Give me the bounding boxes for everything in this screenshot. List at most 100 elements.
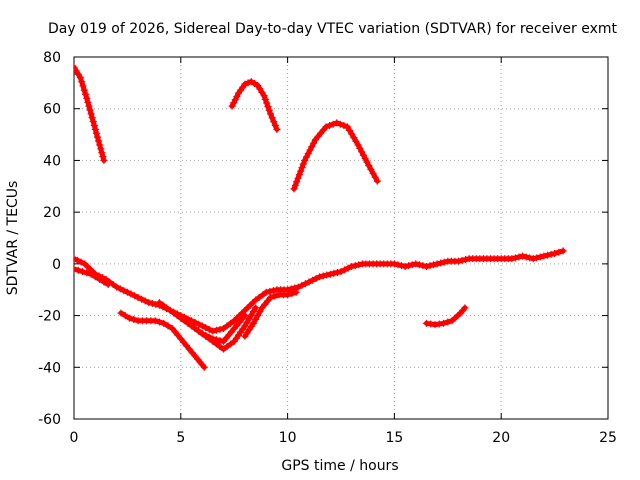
data-point [292,288,300,296]
data-point [155,299,163,307]
data-point [355,261,363,269]
data-point [284,291,292,299]
data-point [134,293,142,301]
data-point [333,119,341,127]
data-point [130,315,138,323]
x-tick-label: 25 [599,430,617,446]
data-point [319,272,327,280]
series-arc-high-2 [229,79,280,132]
data-point [79,268,87,276]
data-point [195,327,203,335]
x-axis-label: GPS time / hours [281,458,398,474]
data-point [163,304,171,312]
data-point [301,280,309,288]
data-point [97,145,105,153]
data-point [462,256,470,264]
data-point [180,317,188,325]
data-point [427,320,435,328]
plot-frame [73,56,609,420]
data-point [160,319,168,327]
data-point [326,270,334,278]
data-point [316,273,324,281]
data-point [104,281,112,289]
data-point [271,292,279,300]
data-point [440,258,448,266]
data-point [454,257,462,265]
data-point [91,125,99,133]
data-point [89,118,97,126]
data-point [326,122,334,130]
data-point [271,122,279,130]
data-point [536,253,544,261]
data-point [266,287,274,295]
data-point [92,129,100,137]
data-point [230,99,238,107]
data-point [252,296,260,304]
grid [74,57,608,419]
data-point [337,268,345,276]
x-tick-label: 0 [70,430,79,446]
data-point [74,265,78,273]
data-point [209,337,217,345]
y-tick-label: -20 [38,309,61,325]
data-point [529,255,537,263]
data-point [444,318,452,326]
data-point [352,137,360,145]
data-point [155,318,163,326]
data-point [138,295,146,303]
data-point [117,309,125,317]
data-point [267,293,275,301]
data-point [373,177,381,185]
data-point [209,327,217,335]
data-point [291,181,299,189]
data-point [223,343,231,351]
data-point [515,253,523,261]
data-point [148,300,156,308]
data-point [82,90,90,98]
data-point [84,98,92,106]
data-point [551,250,559,258]
data-point [437,259,445,267]
data-point [294,283,302,291]
x-tick-label: 5 [176,430,185,446]
data-point [458,256,466,264]
data-point [99,153,107,161]
data-point [87,270,95,278]
data-point [74,266,82,274]
data-point [202,332,210,340]
data-point [245,315,253,323]
y-tick-label: 40 [43,153,61,169]
x-tick-label: 10 [279,430,297,446]
data-point [116,285,124,293]
data-point [241,80,249,88]
data-point [270,118,278,126]
data-point [293,178,301,186]
data-point [265,106,273,114]
chart-title: Day 019 of 2026, Sidereal Day-to-day VTE… [48,21,618,37]
data-point [547,250,555,258]
data-point [267,110,275,118]
data-point [173,312,181,320]
data-point [262,288,270,296]
x-tick-label: 15 [385,430,403,446]
data-point [430,261,438,269]
data-point [305,278,313,286]
data-point [261,95,269,103]
data-point [415,261,423,269]
data-point [77,258,85,266]
data-point [440,319,448,327]
data-point [184,319,192,327]
data-point [205,335,213,343]
data-point [85,102,93,110]
data-point [83,94,91,102]
data-point [526,254,534,262]
data-point [159,301,167,309]
data-point [212,340,220,348]
data-point [252,304,260,312]
data-point [145,299,153,307]
data-point [323,271,331,279]
data-point [120,287,128,295]
data-point [88,114,96,122]
data-point [247,311,255,319]
data-point [343,123,351,131]
